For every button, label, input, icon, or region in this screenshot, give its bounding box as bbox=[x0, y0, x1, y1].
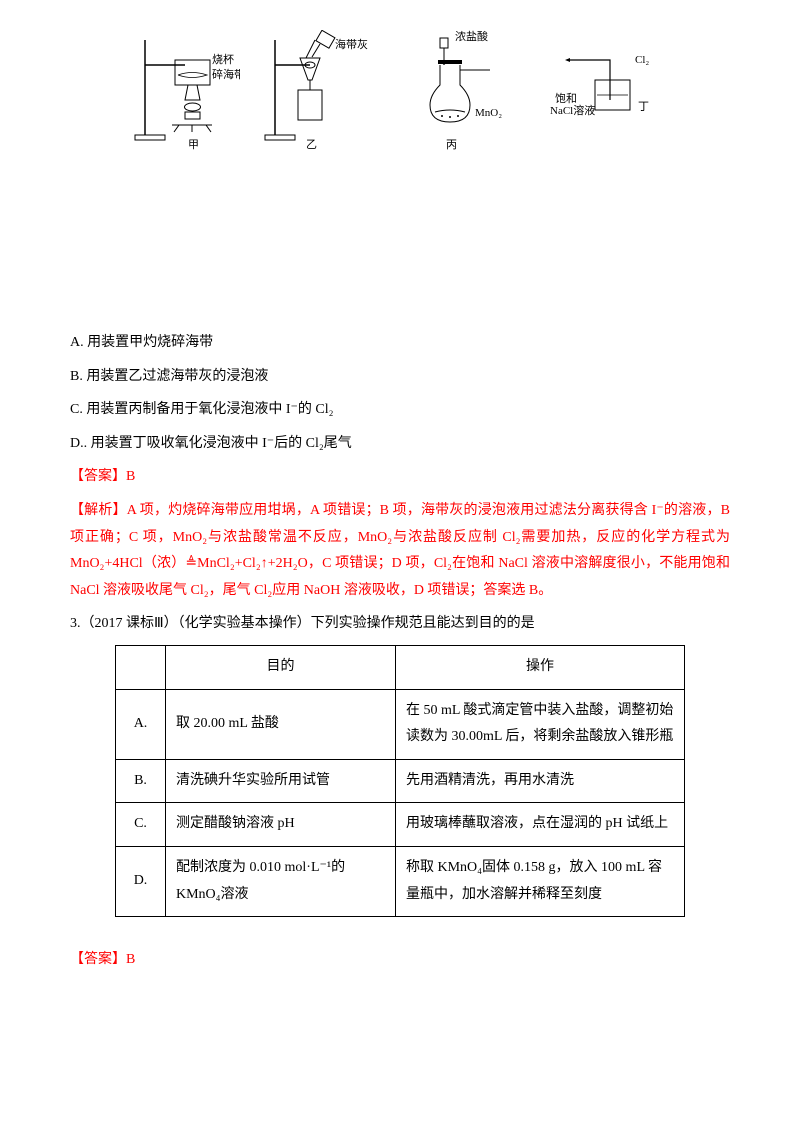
row-idx: D. bbox=[116, 846, 166, 916]
row-op: 称取 KMnO₄固体 0.158 g，放入 100 mL 容量瓶中，加水溶解并稀… bbox=[396, 846, 685, 916]
row-purpose: 取 20.00 mL 盐酸 bbox=[166, 689, 396, 759]
row-idx: C. bbox=[116, 803, 166, 847]
label-beaker: 烧杯 bbox=[212, 52, 234, 66]
row-idx: A. bbox=[116, 689, 166, 759]
table-row: B. 清洗碘升华实验所用试管 先用酒精清洗，再用水清洗 bbox=[116, 759, 685, 803]
svg-text:NaCl溶液: NaCl溶液 bbox=[550, 103, 595, 117]
caption-bing: 丙 bbox=[446, 139, 457, 150]
row-purpose: 清洗碘升华实验所用试管 bbox=[166, 759, 396, 803]
table-row: D. 配制浓度为 0.010 mol·L⁻¹的 KMnO₄溶液 称取 KMnO₄… bbox=[116, 846, 685, 916]
row-idx: B. bbox=[116, 759, 166, 803]
header-purpose: 目的 bbox=[166, 645, 396, 689]
apparatus-diagrams: 烧杯 碎海带 甲 海带灰 乙 bbox=[70, 30, 730, 150]
header-blank bbox=[116, 645, 166, 689]
table-header-row: 目的 操作 bbox=[116, 645, 685, 689]
label-seaweed: 碎海带 bbox=[212, 67, 240, 81]
experiment-table: 目的 操作 A. 取 20.00 mL 盐酸 在 50 mL 酸式滴定管中装入盐… bbox=[115, 645, 685, 917]
row-purpose: 测定醋酸钠溶液 pH bbox=[166, 803, 396, 847]
diagram-bing: 浓盐酸 MnO₂ 丙 bbox=[400, 30, 530, 150]
answer-label-2: 【答案】B bbox=[70, 947, 730, 974]
label-mno2: MnO₂ bbox=[475, 107, 502, 119]
analysis-text: 【解析】A 项，灼烧碎海带应用坩埚，A 项错误；B 项，海带灰的浸泡液用过滤法分… bbox=[70, 498, 730, 604]
header-operation: 操作 bbox=[396, 645, 685, 689]
diagram-ding: Cl₂ 饱和 NaCl溶液 丁 bbox=[550, 30, 670, 150]
option-d: D.. 用装置丁吸收氧化浸泡液中 I⁻后的 Cl₂尾气 bbox=[70, 431, 730, 458]
svg-text:饱和: 饱和 bbox=[555, 91, 577, 105]
table-row: A. 取 20.00 mL 盐酸 在 50 mL 酸式滴定管中装入盐酸，调整初始… bbox=[116, 689, 685, 759]
answer-label: 【答案】B bbox=[70, 464, 730, 491]
diagram-yi: 海带灰 乙 bbox=[260, 30, 380, 150]
row-op: 在 50 mL 酸式滴定管中装入盐酸，调整初始读数为 30.00mL 后，将剩余… bbox=[396, 689, 685, 759]
label-ash: 海带灰 bbox=[335, 37, 368, 51]
caption-ding: 丁 bbox=[638, 101, 649, 113]
row-purpose: 配制浓度为 0.010 mol·L⁻¹的 KMnO₄溶液 bbox=[166, 846, 396, 916]
option-b: B. 用装置乙过滤海带灰的浸泡液 bbox=[70, 364, 730, 391]
row-op: 先用酒精清洗，再用水清洗 bbox=[396, 759, 685, 803]
option-a: A. 用装置甲灼烧碎海带 bbox=[70, 330, 730, 357]
label-acid: 浓盐酸 bbox=[455, 30, 488, 43]
caption-jia: 甲 bbox=[188, 139, 199, 150]
label-cl2: Cl₂ bbox=[635, 54, 649, 66]
question-3: 3.（2017 课标Ⅲ）（化学实验基本操作）下列实验操作规范且能达到目的的是 bbox=[70, 611, 730, 638]
row-op: 用玻璃棒蘸取溶液，点在湿润的 pH 试纸上 bbox=[396, 803, 685, 847]
diagram-jia: 烧杯 碎海带 甲 bbox=[130, 30, 240, 150]
table-row: C. 测定醋酸钠溶液 pH 用玻璃棒蘸取溶液，点在湿润的 pH 试纸上 bbox=[116, 803, 685, 847]
option-c: C. 用装置丙制备用于氧化浸泡液中 I⁻的 Cl₂ bbox=[70, 397, 730, 424]
caption-yi: 乙 bbox=[306, 138, 317, 150]
